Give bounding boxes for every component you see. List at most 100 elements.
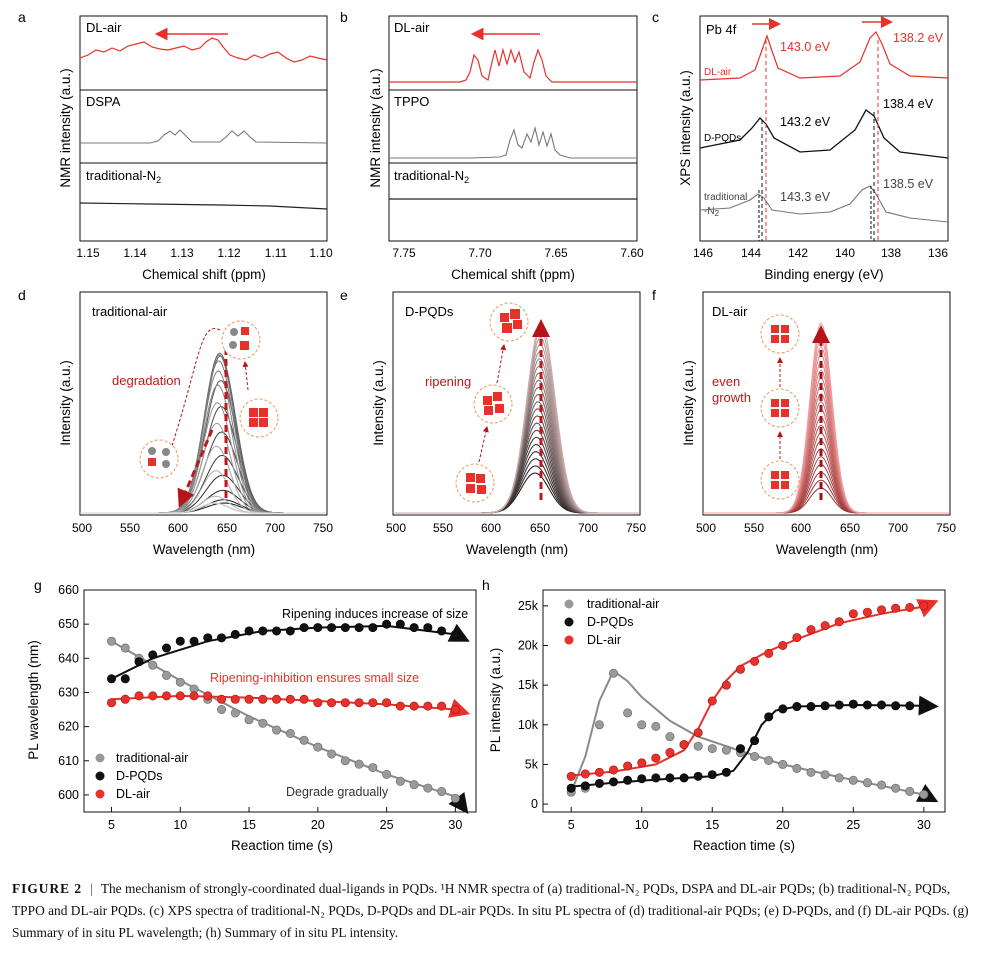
data-point-DL-air — [272, 694, 282, 704]
panel-a-dlair-trace — [79, 37, 328, 63]
panel-d-spectra — [80, 352, 326, 514]
data-point-D-PQDs — [919, 702, 929, 712]
figure-caption: FIGURE 2 | The mechanism of strongly-coord… — [12, 878, 978, 944]
legend-label: D-PQDs — [116, 769, 163, 783]
data-point-D-PQDs — [877, 700, 887, 710]
data-point-D-PQDs — [175, 636, 185, 646]
data-point-D-PQDs — [580, 781, 590, 791]
panel-h-xlabel: Reaction time (s) — [693, 838, 795, 853]
data-point-D-PQDs — [707, 770, 717, 780]
panel-d-particle-icon-bottom — [139, 439, 179, 479]
panel-c-peak-label-dlair-2: 138.2 eV — [893, 31, 944, 45]
panel-h-ylabel: PL intensity (a.u.) — [488, 648, 503, 753]
data-point-DL-air — [189, 691, 199, 701]
panel-letter-f: f — [652, 287, 656, 303]
y-tick-label: 610 — [58, 754, 79, 768]
data-point-traditional-air — [609, 668, 619, 678]
panel-c-dpqds-trace — [699, 109, 949, 159]
data-point-D-PQDs — [665, 773, 675, 783]
spectrum-curve — [703, 463, 949, 514]
panel-a: a DL-air DSPA traditional-N2 1.15 1.14 1… — [18, 9, 333, 282]
legend-label: DL-air — [587, 633, 621, 647]
x-tick-label: 5 — [568, 818, 575, 832]
legend-label: traditional-air — [116, 751, 188, 765]
data-point-D-PQDs — [693, 771, 703, 781]
data-point-D-PQDs — [566, 783, 576, 793]
tick-label: 500 — [696, 521, 716, 535]
tick-label: 136 — [928, 246, 948, 260]
panel-b-trace-label-tppo: TPPO — [394, 94, 429, 109]
tick-label: 500 — [72, 521, 92, 535]
panel-d-frame — [79, 291, 328, 516]
legend-marker-black — [95, 771, 105, 781]
panel-f-particle-icon-bottom — [760, 460, 800, 500]
data-point-D-PQDs — [637, 774, 647, 784]
data-point-D-PQDs — [203, 633, 213, 643]
panel-d-degradation-path — [168, 328, 221, 453]
data-point-D-PQDs — [764, 712, 774, 722]
y-tick-label: 650 — [58, 617, 79, 631]
panel-f-frame — [702, 291, 951, 516]
data-point-traditional-air — [409, 780, 419, 790]
data-point-D-PQDs — [230, 629, 240, 639]
panel-c-peak-label-dpqds-2: 138.4 eV — [883, 97, 934, 111]
data-point-traditional-air — [244, 715, 254, 725]
panel-letter-e: e — [340, 287, 348, 303]
panel-c-trace-label-dpqds: D-PQDs — [704, 133, 741, 144]
y-tick-label: 10k — [518, 718, 539, 732]
data-point-DL-air — [327, 698, 337, 708]
data-point-DL-air — [175, 691, 185, 701]
data-point-traditional-air — [848, 775, 858, 785]
data-point-D-PQDs — [806, 702, 816, 712]
x-tick-label: 20 — [776, 818, 790, 832]
spectrum-curve — [703, 448, 949, 514]
x-tick-label: 10 — [173, 818, 187, 832]
data-point-D-PQDs — [148, 650, 158, 660]
data-point-DL-air — [299, 694, 309, 704]
panel-a-ylabel: NMR intensity (a.u.) — [58, 68, 73, 187]
data-point-D-PQDs — [905, 701, 915, 711]
data-point-D-PQDs — [189, 636, 199, 646]
data-point-D-PQDs — [258, 626, 268, 636]
y-tick-label: 0 — [531, 797, 538, 811]
tick-label: 650 — [840, 521, 860, 535]
data-point-DL-air — [594, 767, 604, 777]
panel-c-trace-label-dlair: DL-air — [704, 67, 732, 78]
data-point-D-PQDs — [340, 623, 350, 633]
tick-label: 7.75 — [392, 246, 416, 260]
panel-c-trace-label-n2: traditional — [704, 192, 747, 203]
data-point-traditional-air — [693, 741, 703, 751]
legend-marker-red — [564, 635, 574, 645]
fit-line-DL-air — [571, 605, 924, 777]
data-point-DL-air — [707, 696, 717, 706]
x-tick-label: 30 — [917, 818, 931, 832]
data-point-D-PQDs — [623, 775, 633, 785]
data-point-DL-air — [862, 607, 872, 617]
tick-label: 144 — [741, 246, 761, 260]
data-point-D-PQDs — [368, 623, 378, 633]
tick-label: 550 — [433, 521, 453, 535]
tick-label: 700 — [265, 521, 285, 535]
data-point-DL-air — [721, 680, 731, 690]
panel-c-title: Pb 4f — [706, 22, 737, 37]
data-point-traditional-air — [175, 677, 185, 687]
data-point-D-PQDs — [848, 699, 858, 709]
data-point-DL-air — [566, 771, 576, 781]
data-point-D-PQDs — [382, 619, 392, 629]
y-tick-label: 640 — [58, 651, 79, 665]
data-point-DL-air — [437, 701, 447, 711]
tick-label: 600 — [481, 521, 501, 535]
data-point-traditional-air — [299, 735, 309, 745]
data-point-D-PQDs — [862, 700, 872, 710]
panel-g: g 5 10 15 20 25 30 600 610 620 630 640 650 660 Ripen… — [26, 577, 477, 853]
data-point-traditional-air — [594, 720, 604, 730]
data-point-traditional-air — [862, 778, 872, 788]
panel-a-x-ticks: 1.15 1.14 1.13 1.12 1.11 1.10 — [76, 246, 333, 260]
legend-marker-red — [95, 789, 105, 799]
data-point-DL-air — [735, 664, 745, 674]
panel-c-peak-label-dlair-1: 143.0 eV — [780, 40, 831, 54]
data-point-DL-air — [409, 701, 419, 711]
x-tick-label: 10 — [635, 818, 649, 832]
data-point-DL-air — [148, 691, 158, 701]
tick-label: 7.60 — [620, 246, 644, 260]
